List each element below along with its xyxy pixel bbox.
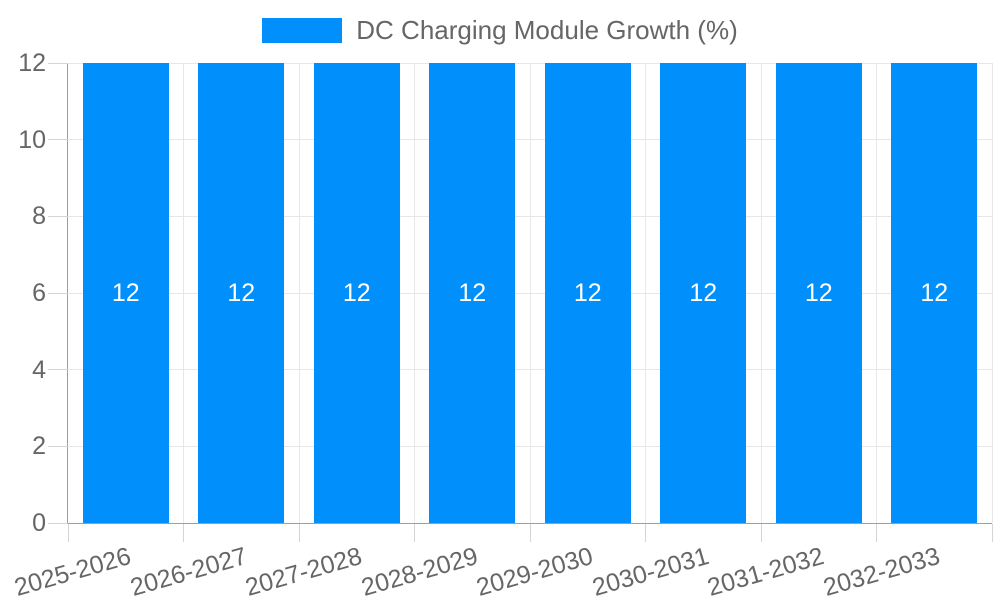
y-tick-label: 8 (32, 202, 46, 231)
bar[interactable]: 12 (660, 63, 747, 523)
legend-label: DC Charging Module Growth (%) (356, 15, 738, 45)
bar[interactable]: 12 (313, 63, 400, 523)
bar-value-label: 12 (804, 278, 833, 307)
legend-item[interactable]: DC Charging Module Growth (%) (0, 15, 1000, 46)
y-gridline (68, 445, 992, 447)
x-tick (645, 524, 646, 542)
y-tick (48, 369, 68, 371)
y-tick (48, 62, 68, 64)
x-tick (414, 524, 415, 542)
x-tick-label: 2025-2026 (11, 542, 135, 600)
x-gridline (991, 63, 993, 523)
y-tick (48, 445, 68, 447)
y-tick-label: 12 (18, 49, 46, 77)
bar-value-label: 12 (920, 278, 949, 307)
y-tick-label: 6 (32, 279, 46, 307)
y-tick-label: 2 (32, 432, 46, 461)
x-tick-label: 2031-2032 (704, 542, 828, 600)
bar[interactable]: 12 (82, 63, 169, 523)
x-tick-label: 2029-2030 (473, 542, 597, 600)
bar-value-label: 12 (227, 278, 256, 307)
y-gridline (68, 292, 992, 294)
y-tick (48, 139, 68, 141)
bar-value-label: 12 (342, 278, 371, 307)
y-tick-label: 0 (32, 509, 46, 537)
x-tick (991, 524, 993, 542)
legend-swatch (262, 18, 343, 43)
bar[interactable]: 12 (775, 63, 862, 523)
x-tick (298, 524, 300, 542)
x-axis-line (67, 523, 992, 524)
bar-value-label: 12 (458, 278, 487, 307)
y-tick (48, 292, 68, 294)
bar-value-label: 12 (689, 278, 718, 307)
y-tick (48, 215, 68, 217)
x-tick-label: 2027-2028 (242, 542, 366, 600)
x-tick (876, 524, 877, 542)
y-gridline (68, 139, 992, 141)
x-tick-label: 2028-2029 (358, 542, 481, 600)
bar[interactable]: 12 (891, 63, 978, 523)
y-tick (48, 522, 68, 524)
x-tick (760, 524, 762, 542)
y-gridline (68, 62, 992, 64)
x-tick (183, 524, 184, 542)
y-tick-label: 4 (32, 355, 46, 384)
y-gridline (68, 369, 992, 371)
y-tick-label: 10 (18, 125, 46, 154)
bar-value-label: 12 (573, 278, 602, 307)
bar[interactable]: 12 (429, 63, 516, 523)
y-gridline (68, 215, 992, 217)
x-tick (67, 524, 69, 542)
x-tick (529, 524, 531, 542)
bar[interactable]: 12 (544, 63, 631, 523)
bar[interactable]: 12 (198, 63, 285, 523)
bar-value-label: 12 (111, 278, 140, 307)
x-tick-label: 2030-2031 (589, 542, 712, 600)
x-tick-label: 2032-2033 (820, 542, 943, 600)
x-tick-label: 2026-2027 (127, 542, 250, 600)
